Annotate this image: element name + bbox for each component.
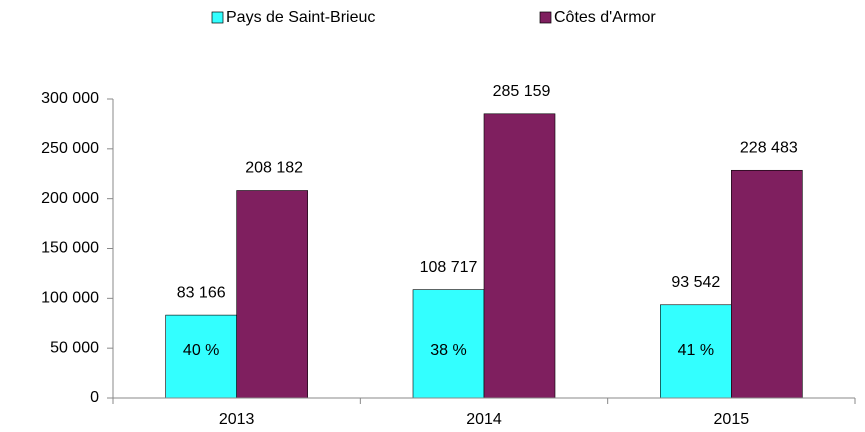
share-label: 40 % (183, 342, 219, 359)
legend-label: Pays de Saint-Brieuc (226, 9, 375, 26)
y-tick-label: 250 000 (41, 140, 99, 157)
bar (165, 314, 237, 399)
x-tick-label: 2015 (714, 411, 750, 428)
value-label: 208 182 (245, 160, 303, 177)
y-tick-label: 150 000 (41, 240, 99, 257)
value-label: 285 159 (493, 83, 551, 100)
x-tick-label: 2013 (219, 411, 255, 428)
bar (483, 113, 556, 399)
value-label: 93 542 (671, 274, 720, 291)
y-tick-label: 0 (90, 389, 99, 406)
share-label: 38 % (430, 342, 466, 359)
y-tick-label: 300 000 (41, 90, 99, 107)
bar (236, 190, 308, 399)
legend-label: Côtes d'Armor (554, 9, 656, 26)
legend-swatch (539, 11, 552, 24)
value-label: 108 717 (420, 259, 478, 276)
x-tick-label: 2014 (466, 411, 502, 428)
y-tick-label: 200 000 (41, 190, 99, 207)
value-label: 83 166 (177, 284, 226, 301)
share-label: 41 % (678, 342, 714, 359)
legend-swatch (211, 11, 224, 24)
value-label: 228 483 (740, 139, 798, 156)
bar (731, 169, 803, 399)
y-tick-label: 50 000 (50, 339, 99, 356)
y-tick-label: 100 000 (41, 290, 99, 307)
